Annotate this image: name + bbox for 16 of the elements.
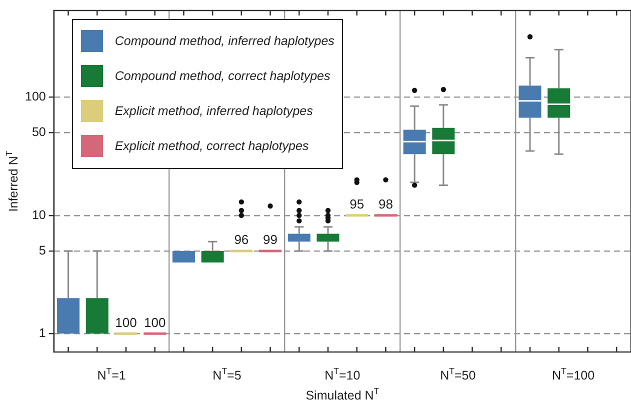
- y-tick-label: 10: [32, 208, 46, 222]
- text: 95: [350, 196, 364, 212]
- y-tick-label: 100: [24, 90, 46, 104]
- y-axis-title: Inferred NT: [4, 150, 20, 212]
- text: 96: [234, 232, 249, 248]
- text: 100: [115, 314, 137, 330]
- text: 99: [263, 232, 278, 248]
- y-tick-label: 50: [32, 125, 46, 140]
- legend-label: Compound method, correct haplotypes: [114, 69, 330, 83]
- y-tick-label: 5: [38, 243, 46, 258]
- text: 100: [144, 314, 166, 330]
- legend-label: Explicit method, inferred haplotypes: [114, 104, 313, 118]
- legend-label: Compound method, inferred haplotypes: [114, 34, 334, 48]
- y-tick-label: 1: [38, 326, 46, 340]
- legend-label: Explicit method, correct haplotypes: [114, 139, 309, 153]
- text: 98: [378, 196, 393, 212]
